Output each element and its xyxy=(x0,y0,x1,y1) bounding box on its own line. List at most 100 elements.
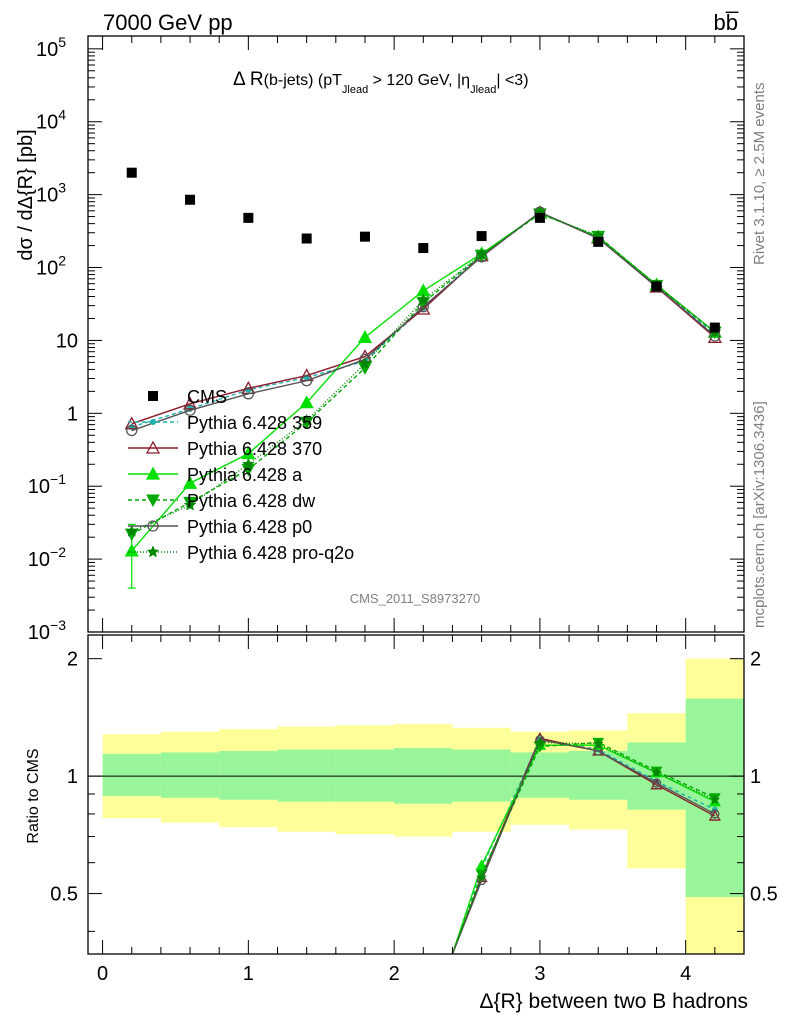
ratio-line xyxy=(451,741,716,955)
axis-ticks xyxy=(88,36,745,954)
data-point xyxy=(359,231,370,242)
y-tick-label: 10 xyxy=(56,330,78,352)
ratio-y-tick-label-right: 2 xyxy=(750,649,761,671)
series-marker xyxy=(184,404,196,416)
series-marker xyxy=(299,395,314,409)
legend-marker-data xyxy=(148,391,158,401)
series-marker xyxy=(183,498,197,511)
y-tick-exponent: 2 xyxy=(58,253,66,269)
y-tick-exponent: −1 xyxy=(50,471,66,487)
main-series xyxy=(124,205,722,589)
y-tick-label: 102 xyxy=(36,253,66,280)
legend-label: Pythia 6.428 a xyxy=(187,465,303,485)
y-tick-exponent: 3 xyxy=(58,180,66,196)
legend-label: Pythia 6.428 p0 xyxy=(187,517,312,537)
series-marker xyxy=(300,413,314,426)
ratio-marker xyxy=(709,794,721,805)
series-marker xyxy=(242,388,255,400)
series-marker xyxy=(358,357,372,370)
legend-marker xyxy=(146,545,160,558)
ratio-series xyxy=(451,731,721,955)
ratio-y-axis-label: Ratio to CMS xyxy=(25,748,42,843)
x-tick-label: 3 xyxy=(534,963,545,985)
y-tick-base: 10 xyxy=(36,112,58,134)
data-point xyxy=(126,167,137,178)
ratio-marker xyxy=(593,746,603,756)
y-tick-label: 105 xyxy=(36,34,66,61)
ratio-marker xyxy=(534,736,546,748)
series-marker xyxy=(416,293,430,306)
series-marker xyxy=(182,396,198,410)
data-point xyxy=(418,243,429,254)
series-marker xyxy=(124,543,139,557)
ratio-marker xyxy=(651,767,662,778)
header-left: 7000 GeV pp xyxy=(103,10,233,35)
series-marker xyxy=(125,524,139,537)
y-tick-base: 10 xyxy=(36,39,58,61)
y-tick-exponent: 4 xyxy=(58,107,66,123)
data-point xyxy=(243,212,254,223)
legend-marker xyxy=(146,494,160,508)
y-tick-base: 1 xyxy=(67,403,78,425)
ratio-marker xyxy=(710,809,720,819)
title-part-a: Δ R xyxy=(233,69,264,90)
band-green xyxy=(102,753,161,796)
legend-marker xyxy=(145,466,161,480)
header-right: bb̅ xyxy=(714,10,739,35)
x-tick-label: 0 xyxy=(97,963,108,985)
legend-marker xyxy=(150,419,156,425)
title-part-e: Jlead xyxy=(470,84,496,96)
y-tick-base: 10 xyxy=(28,549,50,571)
legend-label: Pythia 6.428 370 xyxy=(187,439,322,459)
y-tick-label: 104 xyxy=(36,107,66,134)
band-green xyxy=(277,749,336,802)
title-part-b: (b-jets) (pT xyxy=(264,72,342,89)
ratio-marker xyxy=(476,871,488,883)
ratio-marker xyxy=(708,809,721,821)
y-tick-exponent: 5 xyxy=(58,34,66,50)
ratio-y-tick-label-right: 0.5 xyxy=(750,884,778,906)
ratio-plot-frame xyxy=(87,634,745,955)
main-title: Δ R(b-jets) (pTJlead > 120 GeV, |ηJlead|… xyxy=(233,69,529,96)
y-tick-exponent: −3 xyxy=(50,617,66,633)
series-marker xyxy=(301,375,313,387)
analysis-watermark: CMS_2011_S8973270 xyxy=(350,591,481,606)
series-marker xyxy=(182,475,198,489)
cms-data-points xyxy=(126,167,720,333)
y-tick-base: 10 xyxy=(28,622,50,644)
series-marker xyxy=(416,301,431,315)
ratio-y-tick-label-right: 1 xyxy=(750,766,761,788)
legend-marker xyxy=(147,520,159,532)
y-tick-label: 10−2 xyxy=(28,544,66,571)
x-tick-label: 4 xyxy=(680,963,691,985)
ratio-marker xyxy=(651,778,662,788)
y-tick-base: 10 xyxy=(28,476,50,498)
ratio-y-tick-label: 1 xyxy=(67,766,78,788)
legend-label: Pythia 6.428 pro-q2o xyxy=(187,543,354,563)
band-green xyxy=(569,750,628,800)
mcplots-label: mcplots.cern.ch [arXiv:1306.3436] xyxy=(751,401,768,628)
series-marker xyxy=(124,416,139,430)
ratio-uncertainty-bands xyxy=(102,658,744,954)
y-tick-base: 10 xyxy=(36,185,58,207)
x-tick-label: 1 xyxy=(243,963,254,985)
band-green xyxy=(160,752,220,798)
band-green xyxy=(219,750,278,800)
title-part-f: | <3) xyxy=(496,72,528,89)
ratio-marker xyxy=(592,738,604,749)
series-marker xyxy=(241,457,255,470)
main-y-axis-label: dσ / dΔ{R} [pb] xyxy=(15,129,37,260)
rivet-label: Rivet 3.1.10, ≥ 2.5M events xyxy=(751,83,768,266)
x-axis-label: Δ{R} between two B hadrons xyxy=(479,990,748,1013)
data-point xyxy=(476,231,487,242)
y-tick-label: 103 xyxy=(36,180,66,207)
title-part-d: > 120 GeV, |η xyxy=(368,72,470,89)
data-point xyxy=(301,233,312,244)
title-part-c: Jlead xyxy=(342,84,368,96)
ratio-line xyxy=(451,741,716,955)
series-line xyxy=(131,211,716,432)
series-marker xyxy=(475,248,488,261)
data-point xyxy=(185,194,196,205)
